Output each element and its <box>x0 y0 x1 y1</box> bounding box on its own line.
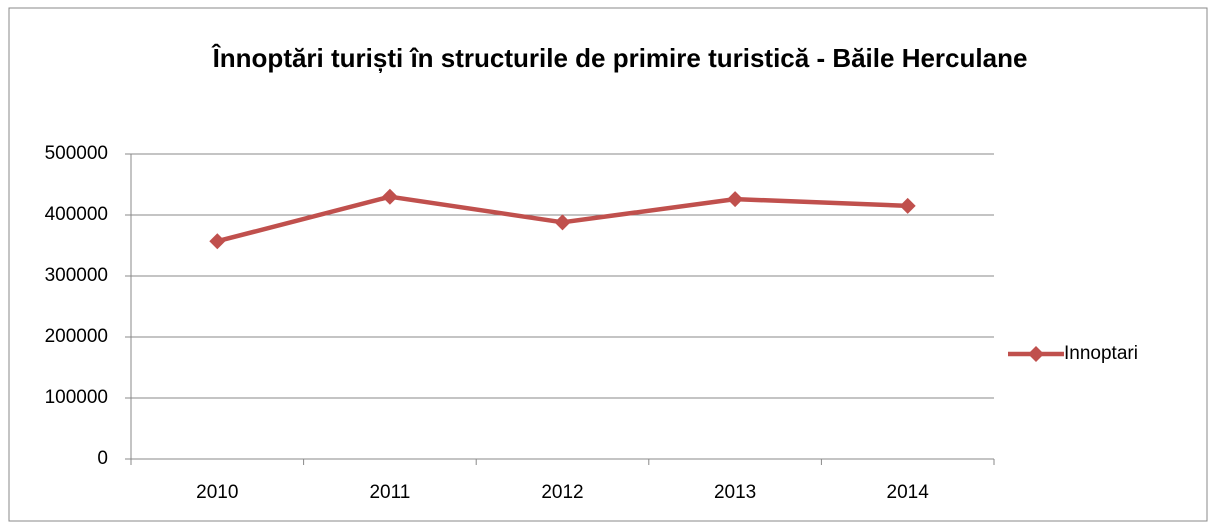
data-point <box>381 188 398 205</box>
data-point <box>899 197 916 214</box>
x-tick-label: 2013 <box>714 482 756 503</box>
legend-marker <box>1028 346 1044 362</box>
y-tick-label: 400000 <box>45 204 108 225</box>
x-tick-label: 2010 <box>196 482 238 503</box>
y-tick-label: 300000 <box>45 265 108 286</box>
y-tick-label: 0 <box>97 448 108 469</box>
chart-title: Înnoptări turiști în structurile de prim… <box>212 43 1028 73</box>
x-tick-label: 2014 <box>887 482 930 503</box>
x-tick-label: 2012 <box>541 482 583 503</box>
y-tick-label: 500000 <box>45 143 108 164</box>
x-tick-label: 2011 <box>369 482 410 503</box>
data-point <box>554 214 571 231</box>
data-point <box>727 191 744 208</box>
chart-border <box>8 7 1208 522</box>
legend-label: Innoptari <box>1064 343 1138 364</box>
data-point <box>209 233 226 250</box>
y-tick-label: 100000 <box>45 387 108 408</box>
y-tick-label: 200000 <box>45 326 108 347</box>
